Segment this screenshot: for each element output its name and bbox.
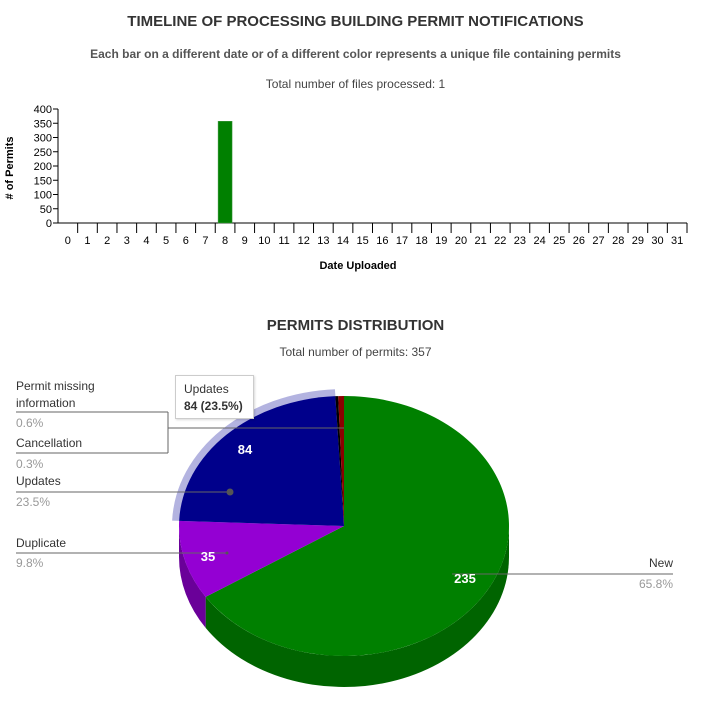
legend-pct-updates: 23.5% <box>16 495 51 509</box>
x-axis-label: Date Uploaded <box>319 260 396 272</box>
x-tick-label: 11 <box>278 235 289 247</box>
x-tick-label: 0 <box>65 235 71 247</box>
y-tick-label: 50 <box>40 204 52 216</box>
x-tick-label: 9 <box>242 235 248 247</box>
tooltip-value: 84 (23.5%) <box>184 399 243 413</box>
pie-value-label: 35 <box>201 549 215 564</box>
pie-slice-cancellation <box>335 396 344 526</box>
x-tick-label: 29 <box>632 235 644 247</box>
legend-label-cancellation: Cancellation <box>16 436 83 450</box>
x-tick-label: 26 <box>573 235 585 247</box>
timeline-title: TIMELINE OF PROCESSING BUILDING PERMIT N… <box>127 13 584 30</box>
x-tick-label: 10 <box>258 235 270 247</box>
tooltip-label: Updates <box>184 382 229 396</box>
bar-date-8 <box>217 121 233 224</box>
y-tick-label: 300 <box>34 133 52 145</box>
x-tick-label: 20 <box>455 235 467 247</box>
pie-value-label: 84 <box>238 442 253 457</box>
x-tick-label: 12 <box>298 235 310 247</box>
x-tick-label: 18 <box>416 235 428 247</box>
y-tick-label: 400 <box>34 104 52 116</box>
y-tick-label: 0 <box>46 218 52 230</box>
x-tick-label: 19 <box>435 235 447 247</box>
pie-slice-updates <box>179 396 344 526</box>
timeline-subtitle: Each bar on a different date or of a dif… <box>90 47 621 61</box>
pie-slice-new <box>205 396 509 656</box>
x-tick-label: 31 <box>671 235 683 247</box>
x-tick-label: 2 <box>104 235 110 247</box>
x-tick-label: 8 <box>222 235 228 247</box>
pie-tooltip: Updates 84 (23.5%) <box>175 375 254 419</box>
timeline-bar-chart: # of Permits Date Uploaded 0501001502002… <box>4 104 688 272</box>
x-tick-label: 15 <box>357 235 369 247</box>
y-tick-label: 100 <box>34 190 52 202</box>
pie-slice-duplicate <box>178 520 344 597</box>
legend-label-duplicate: Duplicate <box>16 536 67 550</box>
pie-side-duplicate <box>179 526 206 628</box>
files-processed-count: Total number of files processed: 1 <box>265 77 446 91</box>
x-tick-label: 5 <box>163 235 169 247</box>
x-tick-label: 16 <box>376 235 388 247</box>
x-tick-label: 30 <box>651 235 663 247</box>
x-tick-label: 14 <box>337 235 349 247</box>
total-permits-count: Total number of permits: 357 <box>279 345 432 359</box>
x-tick-label: 1 <box>84 235 90 247</box>
leader-dot-updates <box>226 488 234 496</box>
x-tick-label: 21 <box>474 235 486 247</box>
x-tick-label: 28 <box>612 235 624 247</box>
x-tick-label: 4 <box>143 235 149 247</box>
x-tick-label: 7 <box>202 235 208 247</box>
x-tick-label: 22 <box>494 235 506 247</box>
legend-label-new: New <box>648 556 673 570</box>
x-tick-label: 25 <box>553 235 565 247</box>
x-tick-label: 27 <box>592 235 604 247</box>
x-tick-label: 3 <box>124 235 130 247</box>
y-tick-label: 350 <box>34 118 52 130</box>
legend-label-updates: Updates <box>16 474 61 488</box>
y-tick-label: 150 <box>34 175 52 187</box>
legend-pct-cancellation: 0.3% <box>16 457 44 471</box>
legend-pct-duplicate: 9.8% <box>16 556 44 570</box>
legend-pct-missing: 0.6% <box>16 416 44 430</box>
x-tick-label: 23 <box>514 235 526 247</box>
x-tick-label: 6 <box>183 235 189 247</box>
y-tick-label: 200 <box>34 161 52 173</box>
pie-side-new <box>205 526 509 688</box>
x-tick-label: 13 <box>317 235 329 247</box>
legend-pct-new: 65.8% <box>638 577 673 591</box>
legend-label-missing: Permit missing information <box>16 379 95 410</box>
pie-value-label: 235 <box>454 571 476 586</box>
x-tick-label: 24 <box>533 235 545 247</box>
x-tick-label: 17 <box>396 235 408 247</box>
y-axis-label: # of Permits <box>4 137 16 200</box>
distribution-title: PERMITS DISTRIBUTION <box>266 317 445 334</box>
y-tick-label: 250 <box>34 147 52 159</box>
leader-dot-duplicate <box>225 551 229 555</box>
